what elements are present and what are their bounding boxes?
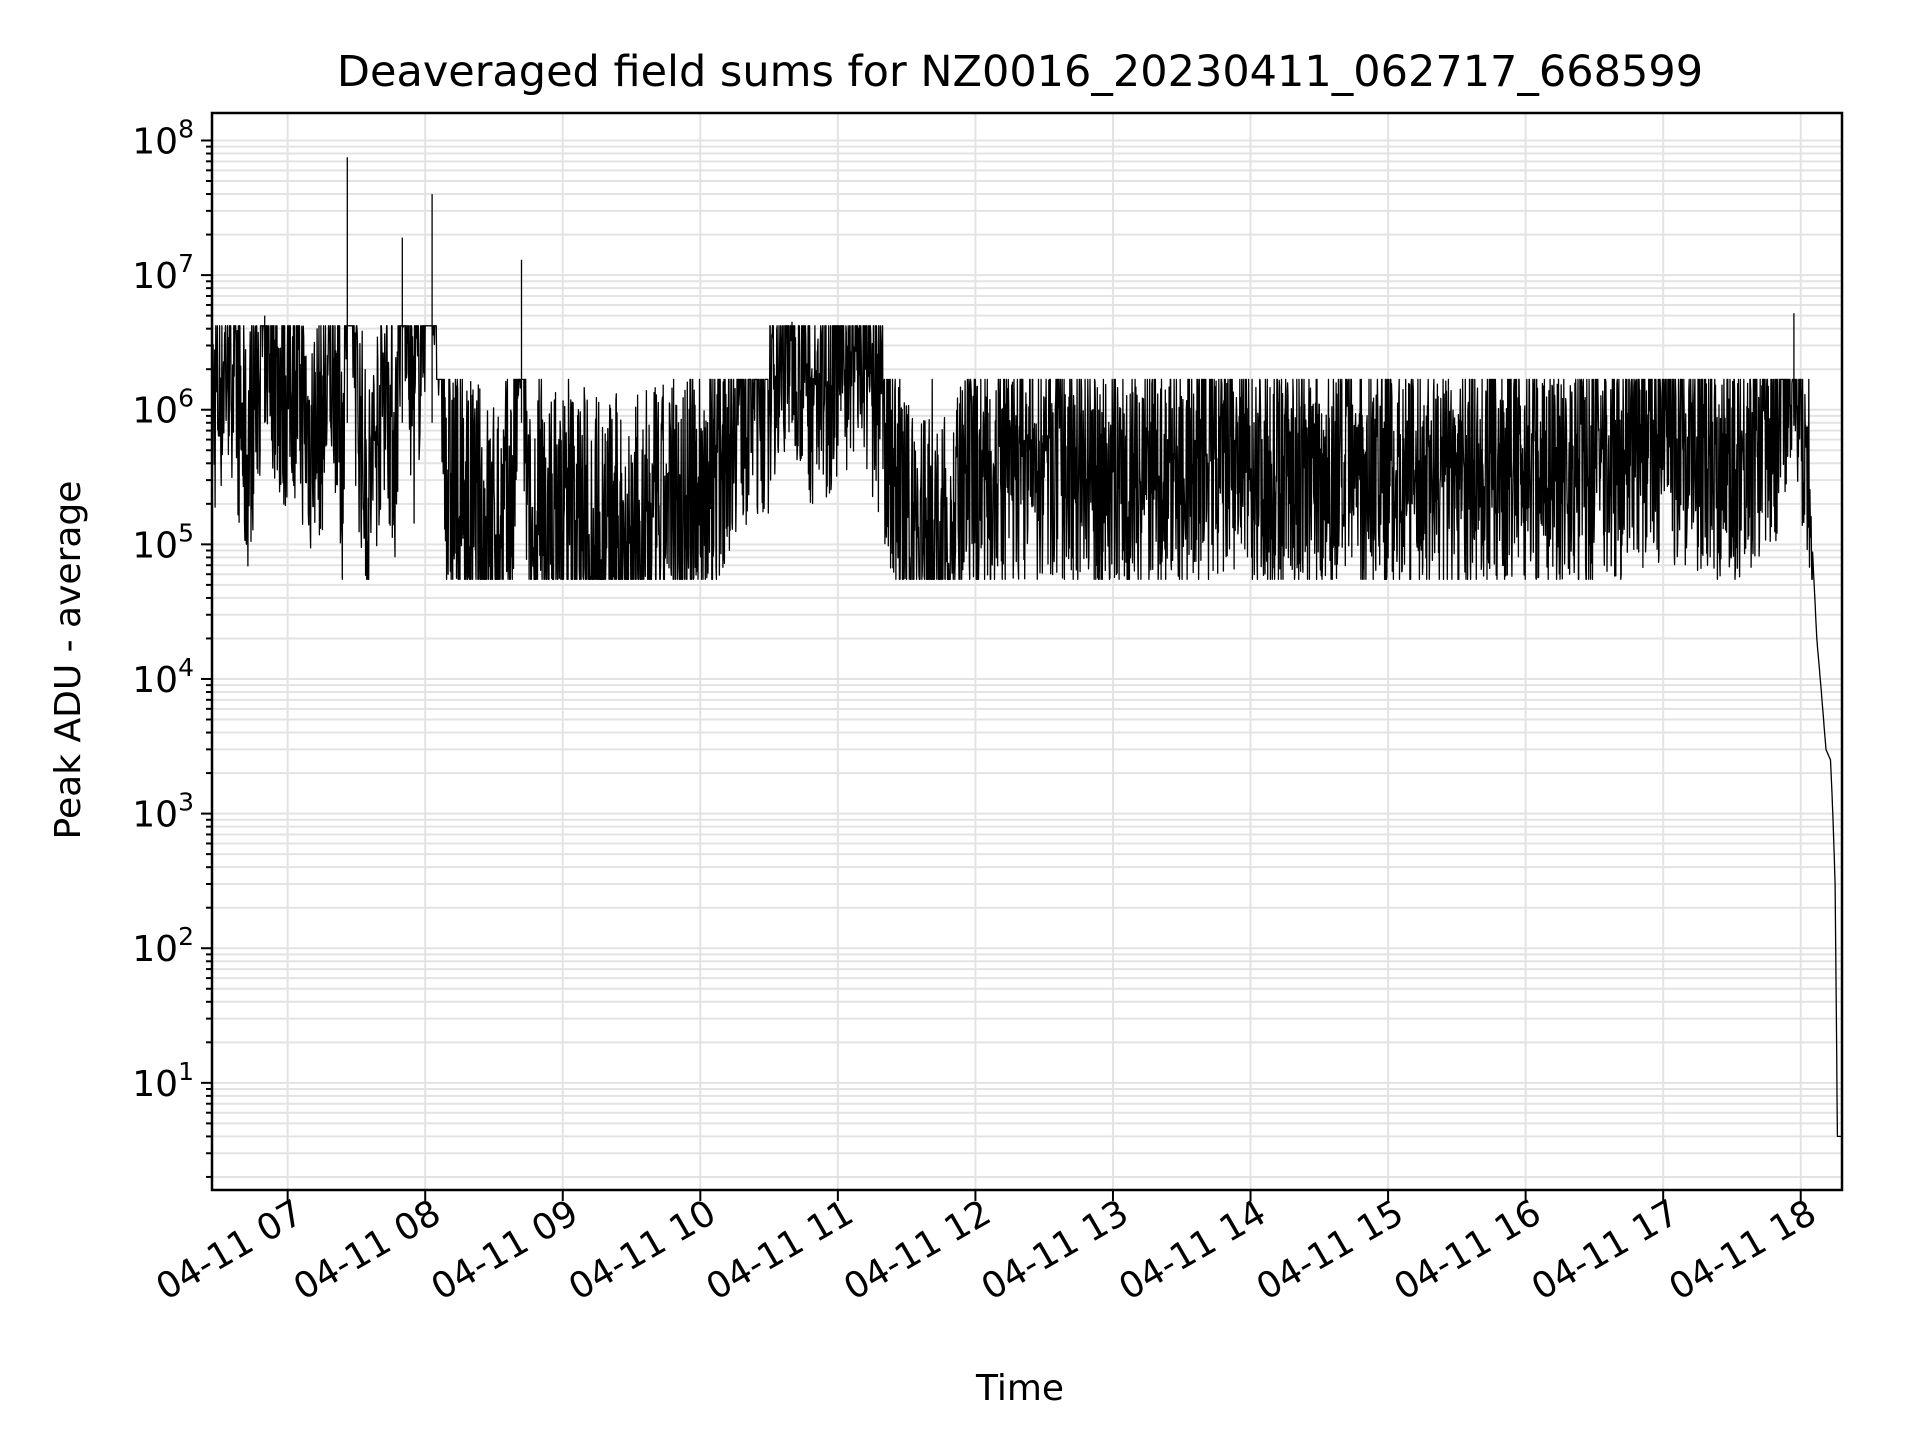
y-tick-label-base: 10 [132, 1064, 178, 1105]
y-axis-label: Peak ADU - average [48, 481, 89, 840]
major-gridlines [212, 113, 1842, 1190]
x-tick-label: 04-11 08 [287, 1192, 448, 1308]
y-tick-label-exponent: 3 [178, 788, 194, 817]
x-tick-label: 04-11 09 [425, 1192, 586, 1308]
y-tick-label-exponent: 4 [178, 653, 194, 682]
y-tick-label: 103 [132, 788, 194, 836]
x-tick-label: 04-11 11 [700, 1192, 861, 1308]
y-tick-label-exponent: 1 [178, 1057, 194, 1086]
x-tick-label: 04-11 07 [149, 1192, 310, 1308]
x-tick-label: 04-11 18 [1663, 1192, 1824, 1308]
y-tick-label-exponent: 6 [178, 384, 194, 413]
y-tick-label: 104 [132, 653, 194, 701]
y-tick-label-exponent: 5 [178, 518, 194, 547]
y-tick-label-base: 10 [132, 660, 178, 701]
chart-title: Deaveraged field sums for NZ0016_2023041… [337, 47, 1703, 97]
x-axis-label: Time [975, 1368, 1064, 1409]
y-tick-label-base: 10 [132, 256, 178, 297]
x-tick-label: 04-11 15 [1250, 1192, 1411, 1308]
y-tick-label: 107 [132, 249, 194, 297]
plot-frame [210, 111, 1844, 1192]
x-tick-label: 04-11 16 [1387, 1192, 1548, 1308]
y-tick-label-base: 10 [132, 795, 178, 836]
y-tick-label: 105 [132, 518, 194, 566]
y-tick-label-base: 10 [132, 929, 178, 970]
y-tick-label-base: 10 [132, 121, 178, 162]
x-tick-label: 04-11 13 [975, 1192, 1136, 1308]
y-tick-label: 108 [132, 114, 194, 162]
y-tick-label: 101 [132, 1057, 194, 1105]
y-tick-label-exponent: 7 [178, 249, 194, 278]
x-tick-label: 04-11 14 [1112, 1192, 1273, 1308]
y-tick-label-base: 10 [132, 525, 178, 566]
y-tick-label: 106 [132, 384, 194, 432]
x-tick-label: 04-11 12 [837, 1192, 998, 1308]
minor-gridlines [206, 145, 1842, 1178]
y-tick-label: 102 [132, 922, 194, 970]
y-tick-label-exponent: 2 [178, 922, 194, 951]
x-tick-label: 04-11 10 [562, 1192, 723, 1308]
x-tick-label: 04-11 17 [1525, 1192, 1686, 1308]
series-line [211, 157, 1843, 1138]
y-tick-label-base: 10 [132, 391, 178, 432]
y-tick-label-exponent: 8 [178, 114, 194, 143]
